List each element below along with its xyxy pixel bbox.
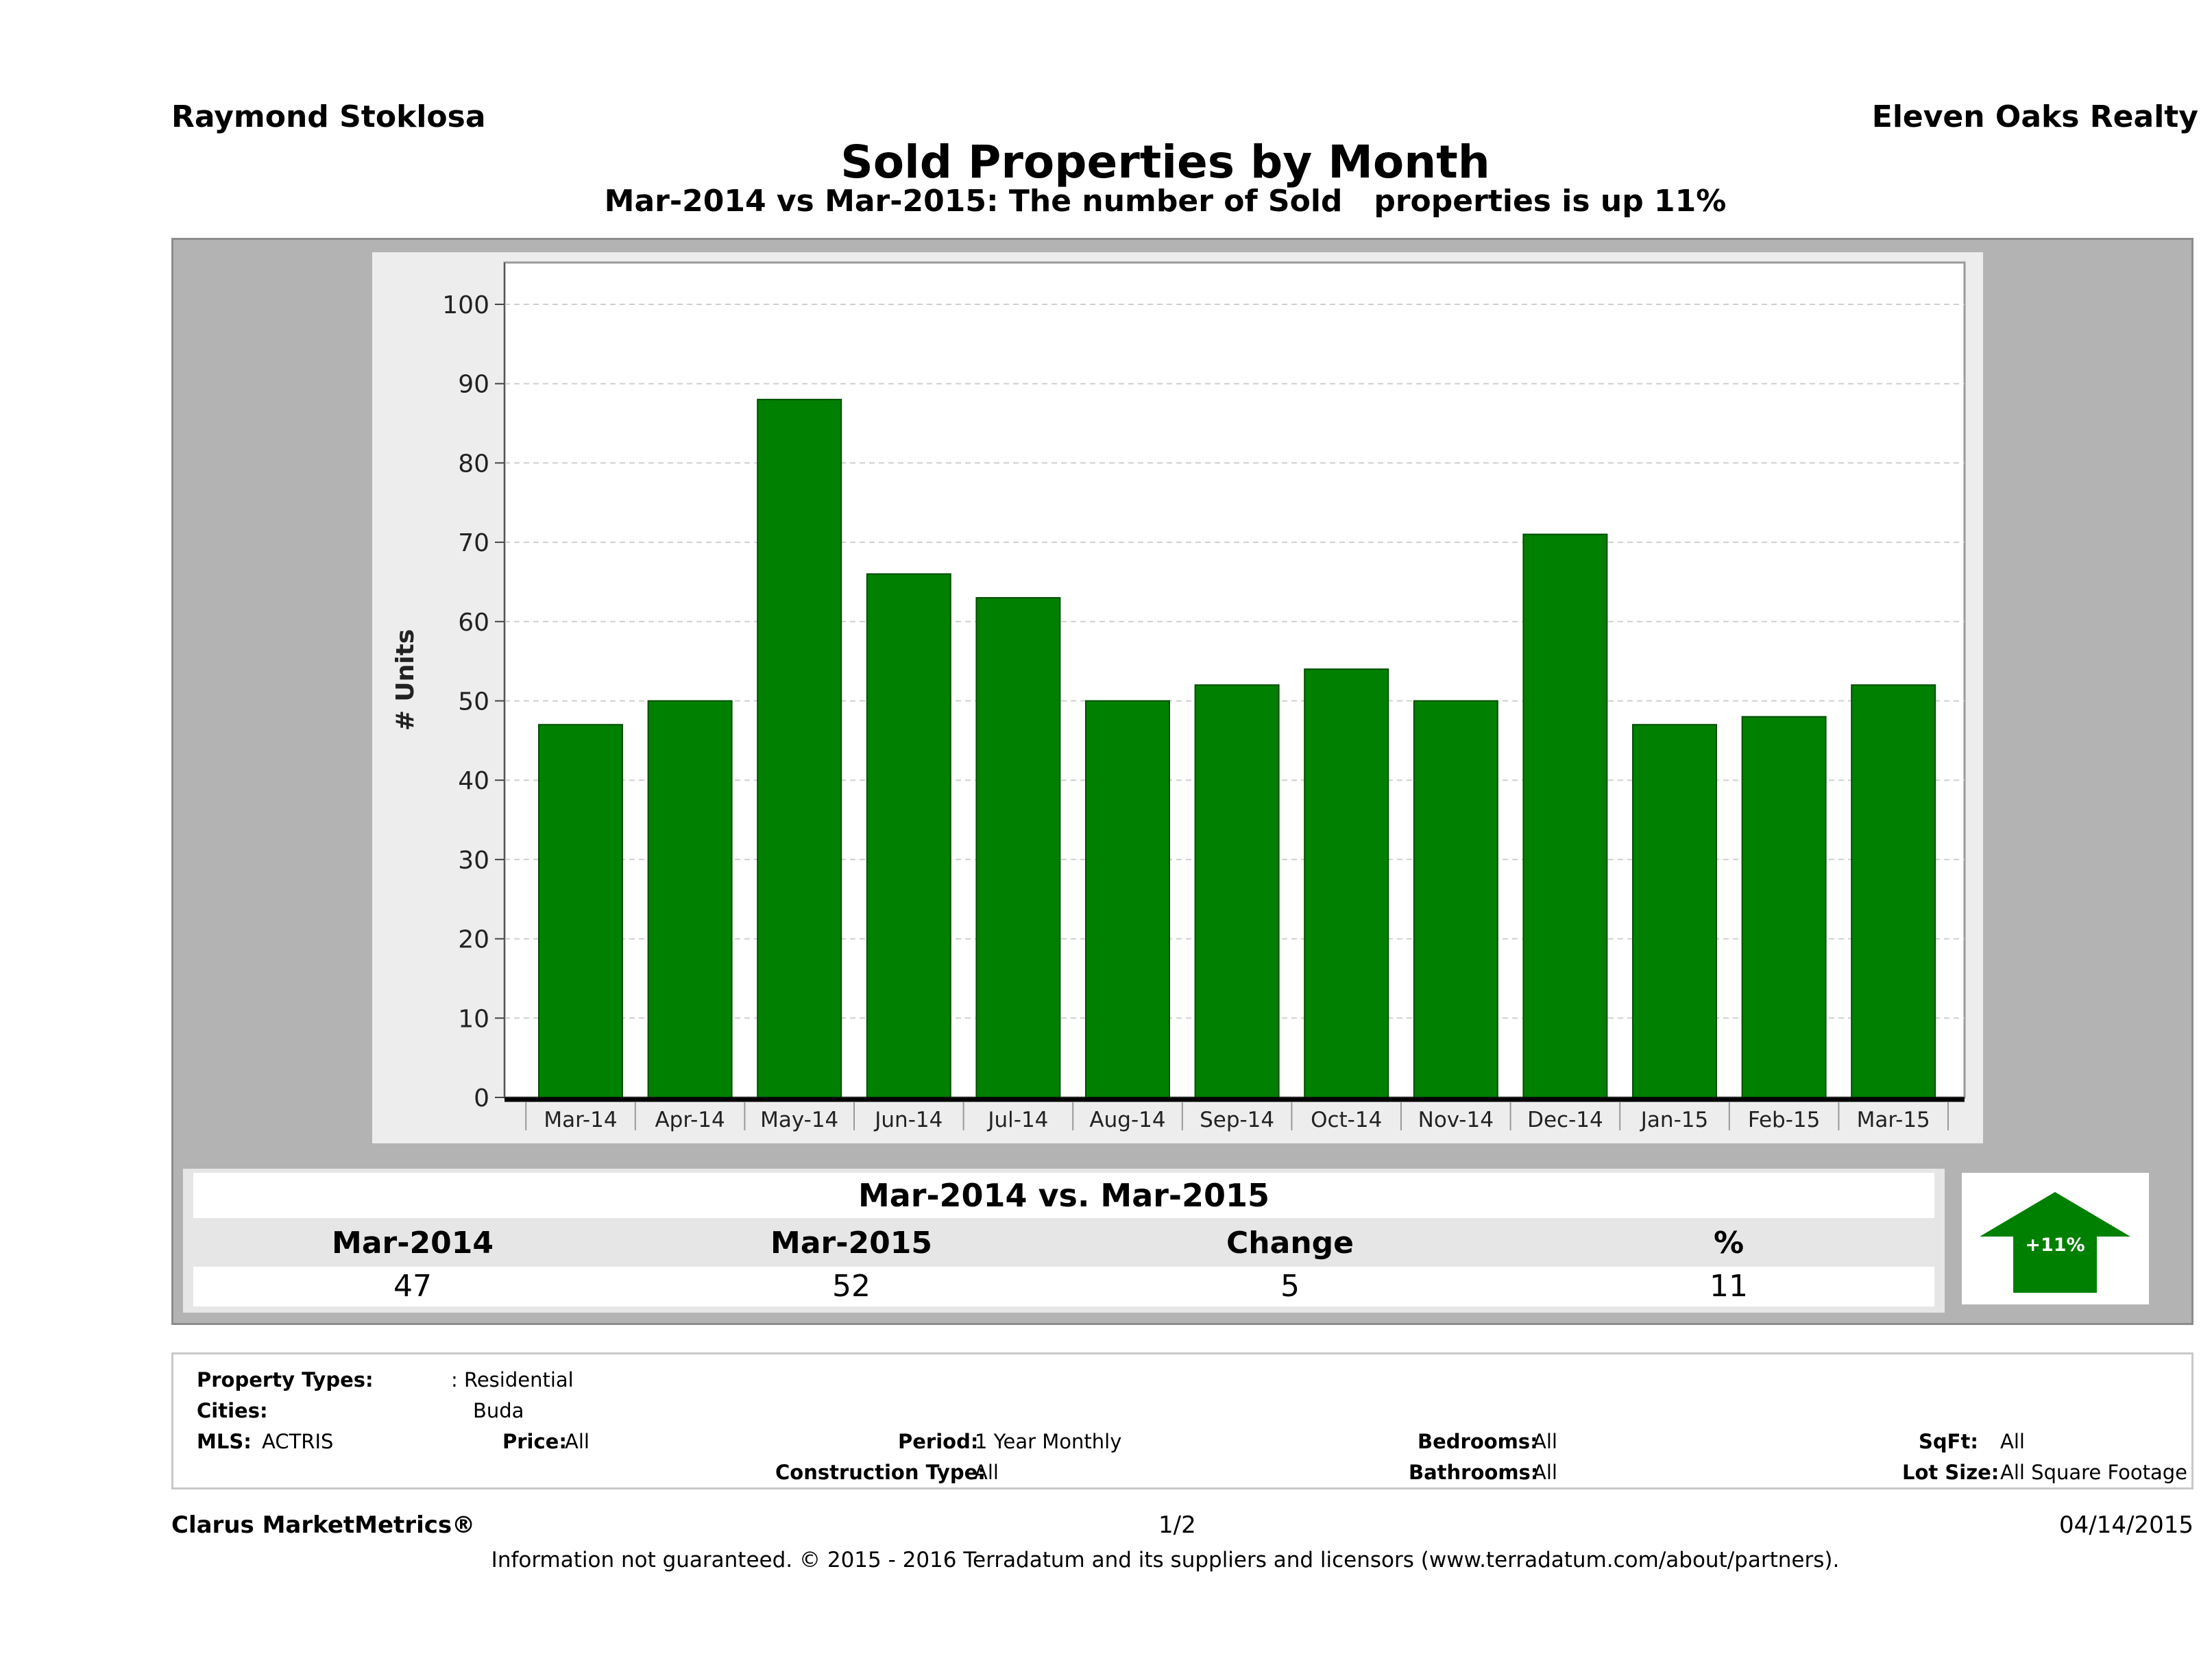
comparison-value-percent: 11	[1710, 1269, 1748, 1304]
mls-label: MLS:	[197, 1430, 252, 1453]
y-tick-label: 10	[458, 1005, 489, 1033]
comparison-header-mar-2014: Mar-2014	[332, 1226, 494, 1261]
x-tick-label: Apr-14	[655, 1108, 725, 1132]
bar-oct-14	[1304, 668, 1389, 1098]
y-tick-label: 90	[458, 371, 489, 399]
construction-type-value: All	[974, 1461, 999, 1484]
comparison-value-mar-2015: 52	[832, 1269, 871, 1304]
comparison-title-bar	[193, 1173, 1934, 1218]
comparison-header-change: Change	[1226, 1226, 1354, 1261]
footer-brand: Clarus MarketMetrics®	[171, 1511, 476, 1539]
bar-jun-14	[866, 573, 951, 1098]
bedrooms-label: Bedrooms:	[1418, 1430, 1538, 1453]
comparison-header-percent: %	[1713, 1226, 1745, 1261]
bar-jul-14	[975, 597, 1061, 1098]
y-tick-label: 40	[458, 767, 489, 795]
criteria-box	[171, 1352, 2193, 1489]
mls-value: ACTRIS	[262, 1430, 334, 1453]
agent-name: Raymond Stoklosa	[171, 99, 486, 134]
bar-aug-14	[1085, 700, 1170, 1098]
disclaimer: Information not guaranteed. © 2015 - 201…	[491, 1548, 1840, 1572]
comparison-value-mar-2014: 47	[393, 1269, 432, 1304]
property-types-label: Property Types:	[197, 1368, 374, 1391]
x-tick-label: Jan-15	[1640, 1108, 1708, 1132]
bar-feb-15	[1741, 716, 1827, 1098]
comparison-value-change: 5	[1280, 1269, 1300, 1304]
x-tick-label: Jun-14	[873, 1108, 943, 1132]
y-tick-label: 30	[458, 847, 489, 875]
bathrooms-label: Bathrooms:	[1409, 1461, 1539, 1484]
price-label: Price:	[502, 1430, 567, 1453]
period-value: 1 Year Monthly	[975, 1430, 1122, 1453]
lot-size-label: Lot Size:	[1902, 1461, 2000, 1484]
sqft-label: SqFt:	[1919, 1430, 1978, 1453]
x-tick-label: Oct-14	[1311, 1108, 1382, 1132]
bar-sep-14	[1194, 684, 1280, 1098]
page-number: 1/2	[1158, 1511, 1196, 1539]
x-tick-label: Jul-14	[986, 1108, 1048, 1132]
bar-dec-14	[1522, 533, 1608, 1098]
bedrooms-value: All	[1533, 1430, 1557, 1453]
lot-size-value: All Square Footage	[2000, 1461, 2188, 1484]
y-tick-label: 0	[474, 1084, 489, 1112]
x-tick-label: May-14	[760, 1108, 838, 1132]
brokerage-name: Eleven Oaks Realty	[1871, 99, 2198, 134]
bar-jan-15	[1632, 724, 1717, 1098]
comparison-title: Mar-2014 vs. Mar-2015	[858, 1177, 1270, 1214]
y-axis-label: # Units	[391, 629, 420, 731]
x-tick-label: Mar-14	[544, 1108, 617, 1132]
x-tick-label: Sep-14	[1200, 1108, 1274, 1132]
bar-apr-14	[647, 700, 733, 1098]
report-title: Sold Properties by Month	[840, 136, 1490, 189]
property-types-value: : Residential	[451, 1368, 574, 1391]
x-tick-label: Aug-14	[1089, 1108, 1165, 1132]
y-tick-label: 60	[458, 609, 489, 637]
x-tick-label: Mar-15	[1857, 1108, 1930, 1132]
up-arrow-icon: +11%	[1980, 1192, 2130, 1293]
bar-mar-14	[538, 724, 623, 1098]
y-tick-label: 80	[458, 450, 489, 478]
x-tick-label: Dec-14	[1527, 1108, 1603, 1132]
x-tick-label: Nov-14	[1418, 1108, 1494, 1132]
bar-nov-14	[1413, 700, 1498, 1098]
y-tick-label: 100	[442, 291, 489, 319]
bar-may-14	[757, 398, 842, 1098]
x-tick-label: Feb-15	[1748, 1108, 1821, 1132]
price-value: All	[565, 1430, 590, 1453]
y-tick-label: 20	[458, 926, 489, 954]
report-date: 04/14/2015	[2059, 1511, 2193, 1539]
bar-chart: 0 10 20 30 40 50 60 70 80 90 100 # Units Mar-14 Apr-1…	[391, 261, 1966, 1132]
trend-badge-label: +11%	[2025, 1235, 2085, 1256]
cities-value: Buda	[473, 1399, 524, 1422]
sqft-value: All	[2000, 1430, 2025, 1453]
period-label: Period:	[898, 1430, 979, 1453]
comparison-values-row	[193, 1267, 1934, 1306]
y-tick-label: 70	[458, 529, 489, 557]
report-subtitle: Mar-2014 vs Mar-2015: The number of Sold…	[604, 184, 1727, 219]
bar-mar-15	[1851, 684, 1936, 1098]
y-tick-label: 50	[458, 688, 489, 716]
construction-type-label: Construction Type:	[775, 1461, 986, 1484]
bathrooms-value: All	[1533, 1461, 1557, 1484]
cities-label: Cities:	[197, 1399, 268, 1422]
comparison-header-mar-2015: Mar-2015	[770, 1226, 932, 1261]
